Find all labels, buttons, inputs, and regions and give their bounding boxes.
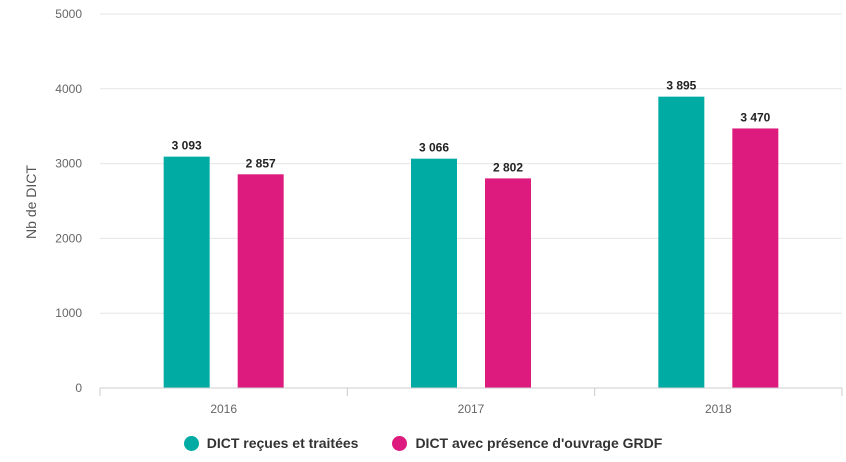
gridlines [100, 13, 842, 314]
data-label-2018-series-1: 3 895 [666, 79, 696, 93]
bar-2018-series-1 [658, 96, 705, 389]
x-tick-label-2016: 2016 [210, 402, 237, 416]
legend-swatch-series-1 [183, 435, 199, 451]
legend-label-series-2: DICT avec présence d'ouvrage GRDF [415, 435, 663, 451]
y-axis-label: Nb de DICT [23, 165, 39, 239]
data-label-2016-series-1: 3 093 [172, 139, 202, 153]
legend: DICT reçues et traitées DICT avec présen… [0, 430, 846, 456]
legend-item-series-1[interactable]: DICT reçues et traitées [183, 435, 359, 451]
y-tick-label: 2000 [55, 231, 82, 245]
x-axis: 2016 2017 2018 [99, 387, 843, 416]
y-tick-label: 3000 [55, 157, 82, 171]
bar-2017-series-1 [411, 158, 457, 388]
y-tick-label: 4000 [55, 82, 82, 96]
bar-2017-series-2 [485, 178, 531, 388]
data-label-2017-series-2: 2 802 [493, 160, 523, 174]
data-label-2016-series-2: 2 857 [246, 156, 276, 170]
data-label-2017-series-1: 3 066 [419, 141, 449, 155]
x-tick-label-2017: 2017 [458, 402, 485, 416]
y-tick-label: 0 [75, 381, 82, 395]
y-axis: 0 1000 2000 3000 4000 5000 [55, 7, 82, 395]
bar-2016-series-2 [237, 174, 284, 388]
x-tick-label-2018: 2018 [705, 402, 732, 416]
bars: 3 093 2 857 3 066 2 802 3 895 3 470 [163, 79, 779, 389]
legend-item-series-2[interactable]: DICT avec présence d'ouvrage GRDF [392, 435, 662, 451]
y-tick-label: 1000 [55, 306, 82, 320]
data-label-2018-series-2: 3 470 [740, 110, 770, 124]
legend-label-series-1: DICT reçues et traitées [206, 435, 359, 451]
legend-swatch-series-2 [392, 435, 408, 451]
y-tick-label: 5000 [55, 7, 82, 21]
bar-2016-series-1 [163, 156, 210, 388]
bar-2018-series-2 [732, 128, 779, 388]
